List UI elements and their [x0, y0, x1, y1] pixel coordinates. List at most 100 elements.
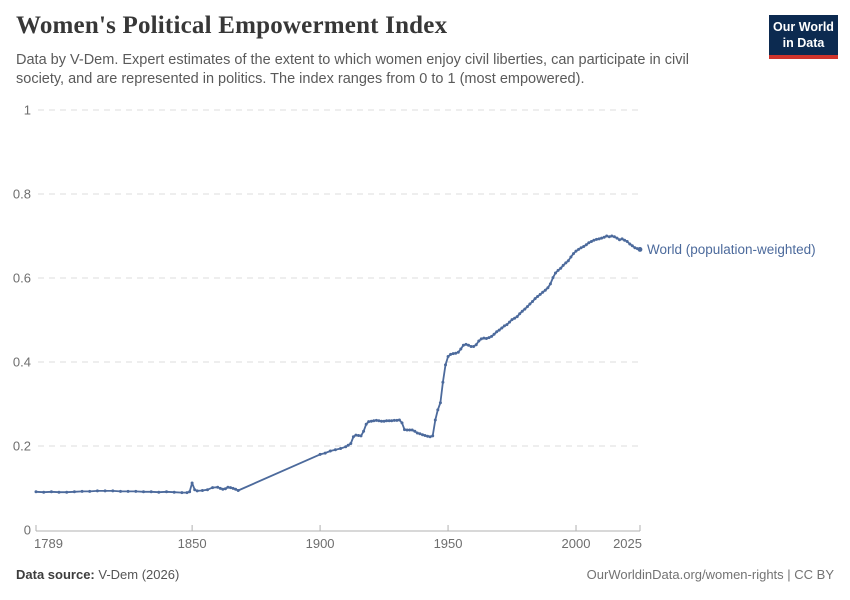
data-point — [200, 489, 204, 492]
data-point — [380, 419, 383, 423]
data-point — [369, 419, 373, 423]
data-point — [180, 491, 184, 495]
data-point — [469, 345, 473, 348]
data-point — [625, 240, 629, 243]
data-point — [574, 249, 578, 253]
data-point — [413, 429, 417, 433]
data-point — [357, 434, 360, 437]
data-point — [226, 485, 230, 489]
data-point — [400, 421, 404, 425]
data-point — [597, 237, 601, 241]
data-point — [579, 246, 583, 250]
data-point — [431, 434, 435, 438]
data-point — [49, 490, 53, 494]
data-point — [543, 288, 547, 292]
data-point — [418, 432, 422, 436]
data-point — [362, 429, 366, 433]
data-point — [510, 318, 514, 322]
x-axis-label: 1900 — [306, 536, 335, 551]
page-title: Women's Political Empowerment Index — [16, 12, 448, 39]
data-point — [497, 328, 501, 332]
y-axis-label: 0.4 — [13, 355, 31, 370]
data-point — [57, 490, 61, 494]
data-point — [374, 418, 378, 422]
data-point — [372, 419, 376, 423]
data-point — [467, 343, 470, 347]
data-source-label: Data source: — [16, 567, 95, 582]
data-point — [423, 434, 427, 437]
data-point — [65, 490, 69, 494]
data-point — [551, 276, 555, 280]
data-point — [492, 332, 496, 336]
y-axis-label: 0 — [24, 523, 31, 538]
data-point — [339, 447, 343, 450]
series-line — [35, 235, 641, 494]
data-source: Data source: V-Dem (2026) — [16, 567, 179, 582]
data-point — [216, 485, 220, 489]
data-point — [600, 236, 604, 240]
data-point — [548, 282, 552, 286]
data-point — [487, 336, 491, 340]
data-point — [126, 489, 130, 493]
data-point — [190, 481, 194, 485]
data-point — [111, 489, 115, 493]
data-point — [34, 490, 38, 494]
data-point — [236, 489, 240, 492]
data-point — [387, 419, 391, 423]
chart-subtitle: Data by V-Dem. Expert estimates of the e… — [16, 52, 689, 88]
footer-link[interactable]: OurWorldinData.org/women-rights | CC BY — [586, 567, 834, 582]
data-point — [456, 350, 460, 354]
data-point — [323, 451, 327, 455]
data-point — [595, 237, 598, 241]
data-point — [508, 320, 511, 324]
y-axis-label: 1 — [24, 103, 31, 118]
data-point — [377, 419, 381, 423]
data-point — [564, 261, 568, 265]
data-point — [80, 489, 84, 493]
data-point — [333, 448, 337, 452]
data-point — [618, 238, 621, 242]
data-point — [354, 433, 358, 437]
line-chart: 0 0.2 0.4 0.6 0.8 1 1789 1850 1900 1950 2000 2025 Wo… — [13, 103, 816, 552]
data-point — [318, 452, 322, 456]
data-point — [623, 238, 627, 242]
data-point — [607, 235, 611, 239]
data-point — [482, 336, 486, 340]
data-point — [533, 297, 537, 301]
data-point — [221, 487, 225, 491]
data-point — [572, 252, 575, 256]
data-point — [103, 489, 107, 493]
data-point — [464, 342, 468, 346]
data-point — [554, 271, 557, 275]
data-point — [211, 486, 215, 490]
y-axis-label: 0.2 — [13, 439, 31, 454]
data-point — [185, 491, 189, 495]
data-point — [351, 435, 355, 439]
data-point — [525, 305, 529, 309]
data-point — [602, 235, 606, 239]
data-point — [385, 419, 389, 423]
x-axis-label: 2000 — [562, 536, 591, 551]
data-point — [444, 363, 447, 367]
data-point — [165, 490, 168, 494]
data-point — [193, 488, 197, 492]
data-point — [556, 268, 560, 272]
data-point — [395, 418, 399, 422]
data-point — [426, 434, 430, 438]
data-point — [577, 247, 581, 251]
data-point — [95, 489, 99, 493]
data-point — [592, 238, 596, 242]
data-point — [582, 245, 586, 248]
data-point — [446, 355, 450, 358]
data-point — [344, 445, 348, 449]
data-point — [612, 235, 616, 239]
data-point — [433, 418, 437, 422]
data-point — [474, 343, 478, 347]
data-point — [502, 324, 506, 328]
data-point — [392, 418, 396, 422]
data-point — [559, 266, 563, 270]
data-point — [513, 316, 517, 320]
data-point — [438, 401, 442, 405]
data-point — [421, 433, 424, 437]
owid-logo[interactable]: Our World in Data — [769, 15, 838, 60]
